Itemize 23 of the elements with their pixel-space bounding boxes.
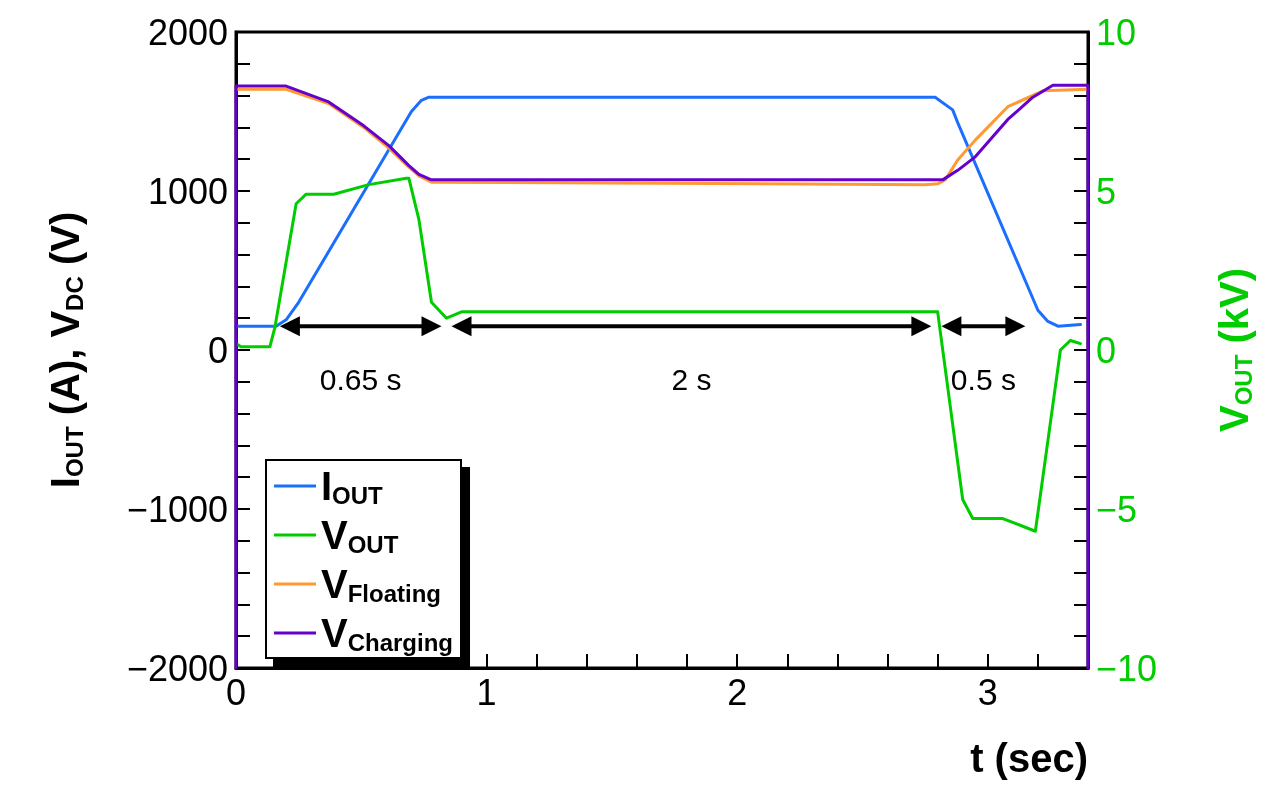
- x-tick-label: 3: [977, 671, 998, 713]
- y2-axis-title: VOUT (kV): [1212, 267, 1257, 433]
- y-tick-label: 2000: [147, 11, 228, 53]
- y2-tick-label: 5: [1096, 170, 1117, 212]
- legend-label: IOUT: [321, 464, 384, 509]
- legend-label: VCharging: [321, 611, 454, 656]
- annotation: 0.65 s: [319, 362, 402, 396]
- y-tick-label: −1000: [126, 488, 228, 530]
- y2-tick-label: −10: [1096, 647, 1158, 689]
- legend-label: VOUT: [321, 513, 399, 558]
- y2-tick-label: −5: [1096, 488, 1138, 530]
- y-tick-label: 1000: [147, 170, 228, 212]
- annotation: 0.5 s: [950, 362, 1016, 396]
- y-axis-title: IOUT (A), VDC (V): [43, 211, 88, 489]
- annotation: 2 s: [671, 362, 712, 396]
- y-tick-label: 0: [207, 329, 228, 371]
- x-axis-title: t (sec): [970, 736, 1088, 780]
- y-tick-label: −2000: [126, 647, 228, 689]
- legend-label: VFloating: [321, 562, 442, 607]
- y2-tick-label: 10: [1096, 11, 1137, 53]
- y2-tick-label: 0: [1096, 329, 1117, 371]
- x-tick-label: 1: [476, 671, 497, 713]
- x-tick-label: 2: [727, 671, 748, 713]
